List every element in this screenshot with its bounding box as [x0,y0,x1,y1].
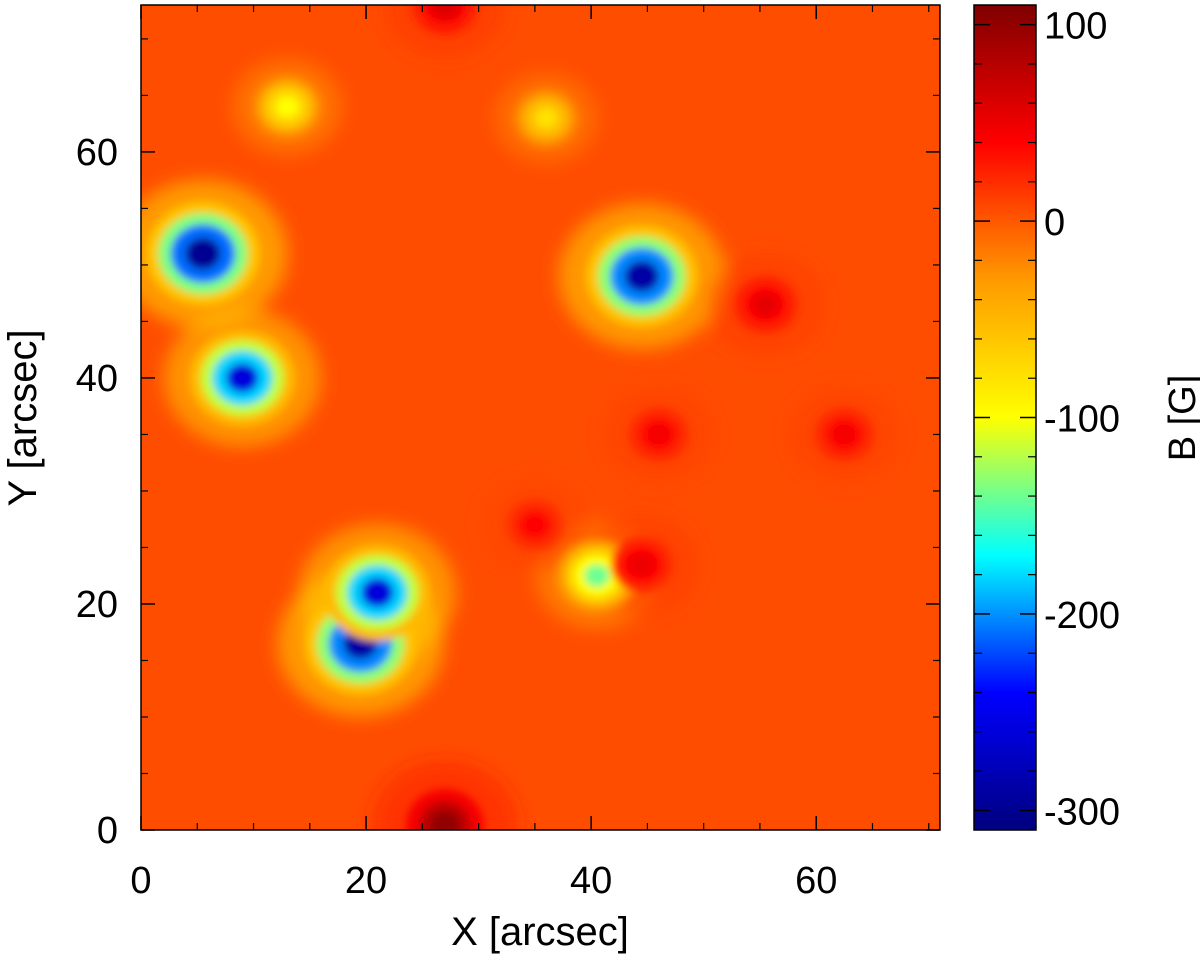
magnetic-feature [629,553,654,576]
magnetic-feature [646,423,671,446]
y-tick-label: 20 [76,584,118,626]
colorbar-tick-labels: 100 0 -100 -200 -300 [1044,6,1120,834]
magnetic-feature [185,237,221,270]
colorbar-label: B [G] [1162,375,1200,462]
magnetic-feature [753,293,778,316]
colorbar-ticks [974,23,1036,812]
y-axis-label: Y [arcsec] [1,329,45,506]
magnetic-feature [429,810,460,830]
magnetic-feature [523,514,547,536]
x-tick-label: 20 [345,860,387,902]
x-tick-label: 40 [570,860,612,902]
heatmap-halo-layer [141,5,902,830]
magnetic-feature [432,5,458,17]
heatmap-feature-layer [145,5,875,830]
plot-frame [140,4,941,831]
x-axis-tick-labels: 0 20 40 60 [130,860,837,902]
colorbar-tick-label: -100 [1044,399,1120,441]
colorbar-tick-label: -200 [1044,595,1120,637]
x-tick-label: 0 [130,860,151,902]
magnetic-feature [624,260,659,292]
y-tick-label: 60 [76,132,118,174]
x-tick-label: 60 [795,860,837,902]
colorbar-tick-label: 0 [1044,202,1065,244]
y-axis-tick-labels: 0 20 40 60 [76,132,118,852]
magnetic-feature [584,564,610,588]
x-axis-label: X [arcsec] [451,910,629,954]
y-tick-label: 40 [76,358,118,400]
magnetic-feature [276,96,299,117]
x-axis-ticks [140,5,930,830]
colorbar-tick-label: 100 [1044,6,1107,48]
y-axis-ticks [141,38,940,831]
magnetic-feature [361,577,394,608]
colorbar-tick-label: -300 [1044,791,1120,833]
magnetic-feature [535,108,557,128]
y-tick-label: 0 [97,810,118,852]
heatmap-plot-area [141,5,940,830]
magnetic-feature [832,423,857,446]
magnetic-feature [226,363,259,393]
